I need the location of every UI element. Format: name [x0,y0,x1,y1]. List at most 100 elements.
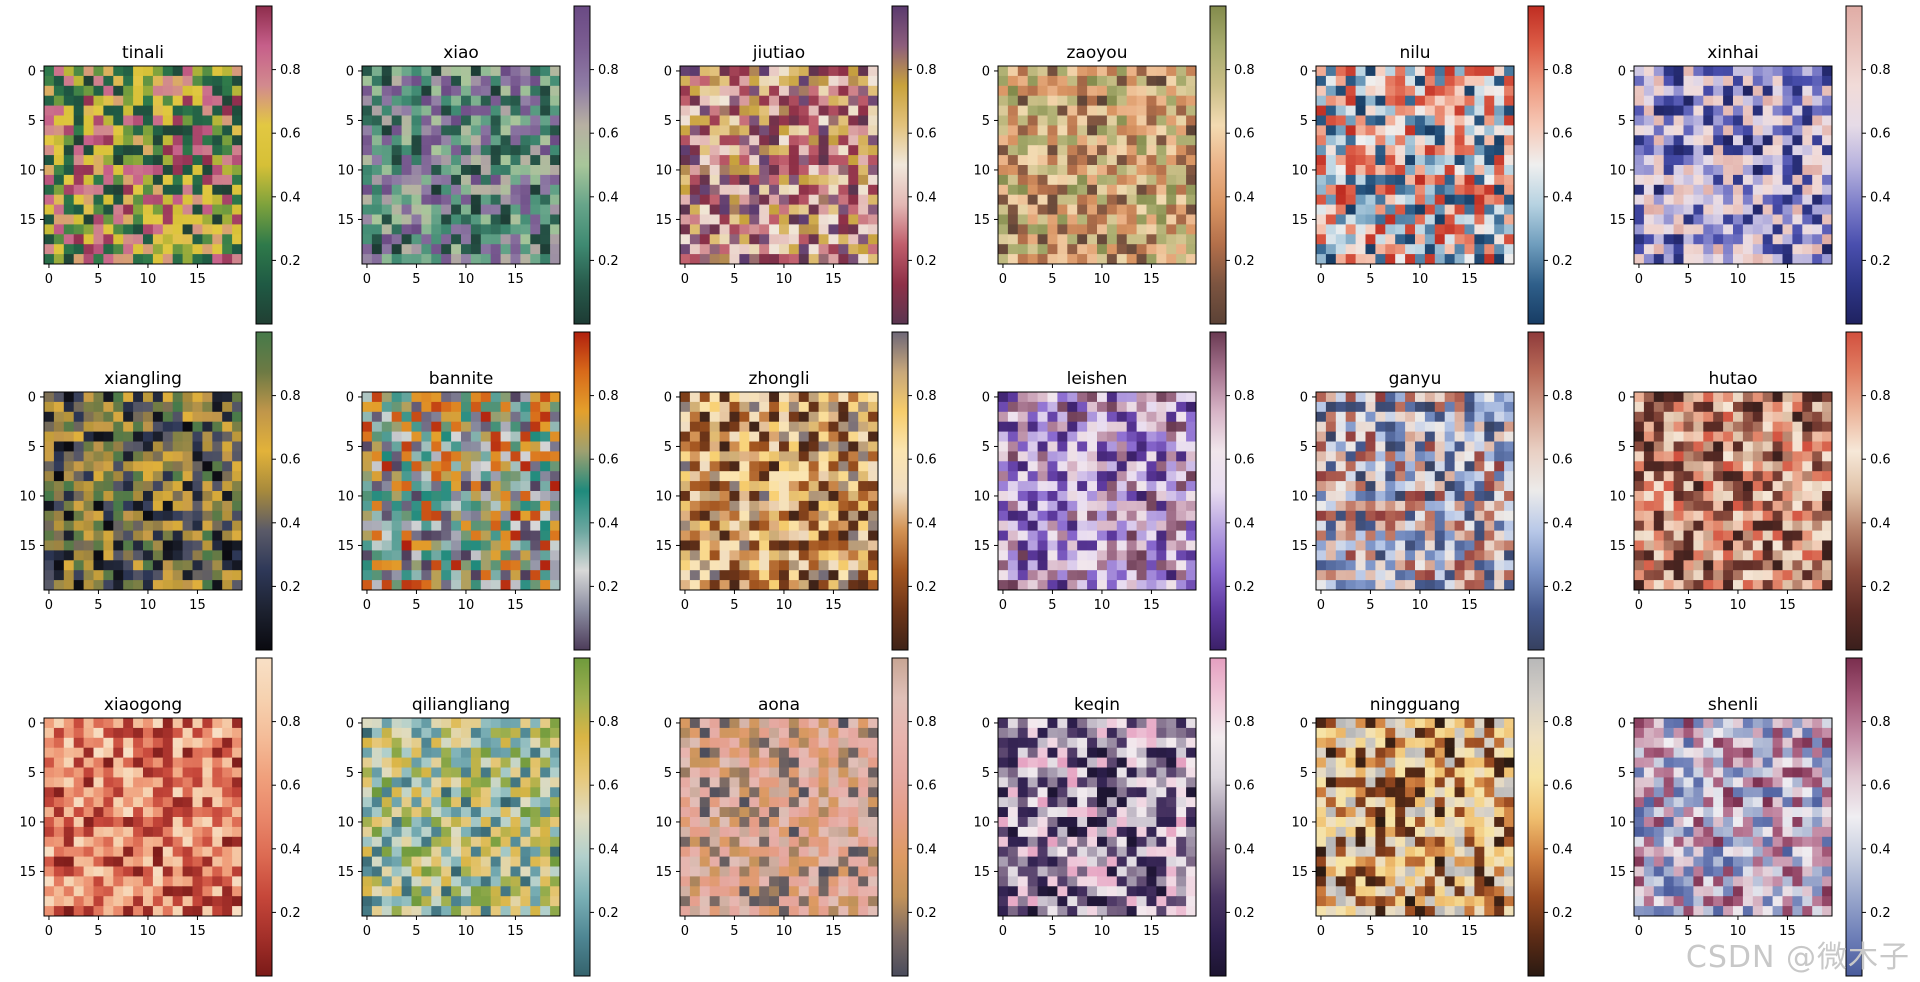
heatmap-cell [1634,174,1645,186]
heatmap-cell [689,481,701,492]
heatmap-cell [371,204,383,215]
heatmap-cell [1365,411,1376,423]
heatmap-cell [1713,401,1724,413]
heatmap-cell [391,491,402,502]
heatmap-cell [123,184,134,196]
heatmap-cell [1733,194,1744,205]
heatmap-cell [1792,392,1803,403]
heatmap-cell [1494,85,1505,97]
heatmap-cell [490,75,501,87]
heatmap-cell [1415,570,1426,581]
heatmap-cell [828,165,839,176]
heatmap-cell [470,66,482,77]
heatmap-cell [1017,580,1029,591]
heatmap-cell [848,254,859,265]
heatmap-cell [1424,214,1436,225]
heatmap-cell [838,105,849,116]
heatmap-cell [828,66,839,77]
heatmap-cell [371,115,383,126]
heatmap-cell [1494,580,1505,591]
heatmap-cell [1454,481,1465,492]
heatmap-cell [1365,224,1376,235]
heatmap-cell [500,66,511,77]
heatmap-cell [1385,234,1396,245]
heatmap-cell [1097,392,1108,403]
heatmap-cell [93,115,104,126]
heatmap-cell [769,184,780,196]
heatmap-cell [172,214,183,225]
heatmap-cell [1395,550,1406,561]
heatmap-cell [371,224,383,235]
heatmap-cell [441,184,452,196]
heatmap-cell [1057,550,1068,561]
heatmap-cell [1316,421,1327,432]
heatmap-cell [749,431,760,442]
heatmap-cell [1742,491,1754,502]
heatmap-cell [1683,115,1694,126]
heatmap-cell [838,570,849,581]
heatmap-cell [788,145,800,156]
heatmap-cell [1136,510,1147,522]
heatmap-cell [1037,115,1048,126]
heatmap-cell [1464,125,1475,136]
heatmap-cell [1146,125,1157,136]
heatmap-cell [1444,570,1455,581]
heatmap-cell [1424,481,1436,492]
heatmap-cell [381,392,393,403]
heatmap-cell [1087,194,1098,205]
heatmap-cell [1454,580,1465,591]
heatmap-cell [1126,530,1137,541]
heatmap-cell [1316,115,1327,126]
heatmap-cell [500,451,511,462]
heatmap-cell [1752,392,1764,403]
heatmap-cell [808,224,819,235]
heatmap-cell [441,411,452,423]
heatmap-cell [1424,520,1436,531]
heatmap-cell [1415,244,1426,255]
heatmap-cell [1494,145,1505,156]
heatmap-cell [1166,254,1177,265]
heatmap-cell [1365,580,1376,591]
heatmap-cell [1097,540,1108,551]
heatmap-cell [1156,135,1167,146]
heatmap-cell [798,401,810,413]
heatmap-cell [421,560,432,571]
heatmap-cell [1494,174,1505,186]
heatmap-cell [1186,165,1197,176]
heatmap-cell [1504,165,1515,176]
heatmap-cell [1742,184,1754,196]
heatmap-cell [1116,471,1128,482]
heatmap-cell [152,500,164,512]
heatmap-cell [401,194,412,205]
heatmap-cell [53,66,65,77]
heatmap-cell [192,254,203,265]
heatmap-cell [1345,451,1356,462]
heatmap-cell [44,481,55,492]
heatmap-cell [1464,95,1475,106]
heatmap-cell [1316,411,1327,423]
heatmap-cell [212,204,223,215]
heatmap-cell [838,174,849,186]
heatmap-cell [172,471,183,482]
heatmap-cell [709,95,720,106]
heatmap-cell [510,254,521,265]
heatmap-cell [113,530,124,541]
heatmap-cell [1504,174,1515,186]
heatmap-cell [470,560,482,571]
heatmap-cell [680,75,691,87]
heatmap-cell [858,401,869,413]
heatmap-cell [1345,500,1356,512]
heatmap-cell [759,204,770,215]
heatmap-cell [93,135,104,146]
heatmap-cell [1335,510,1347,522]
heatmap-cell [1415,431,1426,442]
heatmap-cell [1156,461,1167,472]
heatmap-cell [1703,75,1714,87]
heatmap-cell [769,580,780,591]
heatmap-cell [1136,66,1147,77]
heatmap-cell [1663,184,1674,196]
heatmap-cell [1802,165,1813,176]
heatmap-cell [1087,244,1098,255]
heatmap-cell [1097,135,1108,146]
heatmap-cell [1663,471,1674,482]
